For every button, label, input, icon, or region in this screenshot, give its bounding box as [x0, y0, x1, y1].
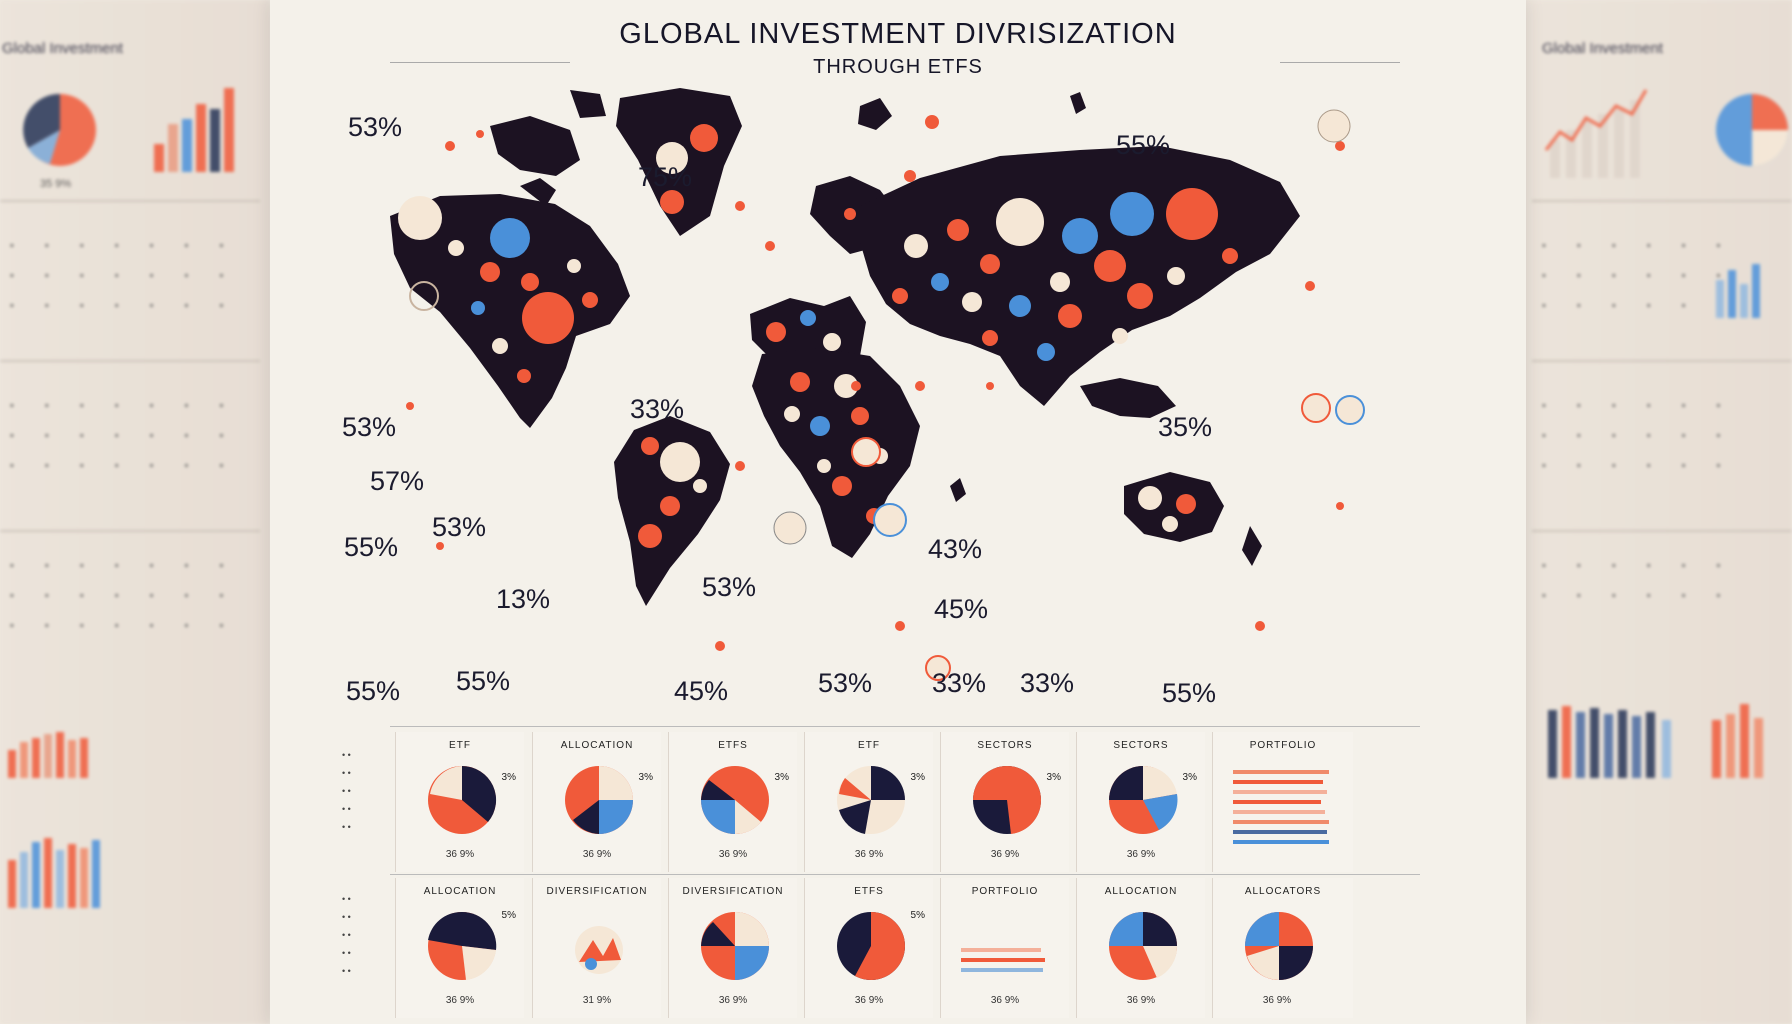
pie-chart: [1109, 912, 1178, 980]
panel-bottom-4: ETFS 5% 36 9%: [804, 878, 933, 1018]
pie-chart: [1109, 765, 1178, 834]
world-map: [390, 88, 1365, 681]
right-side-panel: Global Investment • • • • • • • • • • • …: [1522, 0, 1792, 1024]
map-pct-12: 53%: [702, 572, 757, 602]
mixed-icon-chart: [575, 926, 623, 974]
map-pct-2: 75%: [638, 162, 693, 192]
map-pct-7: 57%: [370, 466, 425, 496]
map-pct-19: 33%: [1020, 668, 1075, 698]
pie-chart: [701, 766, 769, 835]
right-side-pie: [1716, 94, 1788, 166]
panel-label: DIVERSIFICATION: [682, 886, 784, 897]
map-pct-3: 55%: [1116, 130, 1171, 160]
panel-top-1: ETF 3% 36 9%: [395, 732, 524, 872]
panel-label: ETF: [858, 740, 880, 751]
map-pct-1: 53%: [348, 112, 403, 142]
map-pct-5: 33%: [630, 394, 685, 424]
panel-bottom-5: PORTFOLIO 36 9%: [940, 878, 1069, 1018]
panel-label: ALLOCATION: [560, 740, 634, 751]
map-pct-4: 53%: [342, 412, 397, 442]
map-pct-16: 45%: [674, 676, 729, 706]
row-labels-top: • • • • • • • • • •: [342, 750, 351, 832]
map-pct-8: 53%: [432, 512, 487, 542]
pie-chart: [701, 912, 769, 980]
right-side-bars: [1716, 264, 1760, 318]
panel-label: ETFS: [718, 740, 748, 751]
panel-label: SECTORS: [1113, 740, 1169, 751]
map-pct-9: 55%: [344, 532, 399, 562]
left-side-bar-chart: [154, 88, 234, 172]
panel-top-4: ETF 3% 36 9%: [804, 732, 933, 872]
right-side-title: Global Investment: [1542, 40, 1663, 57]
pie-chart: [837, 912, 905, 980]
panel-label: PORTFOLIO: [971, 886, 1039, 897]
panel-label: DIVERSIFICATION: [546, 886, 648, 897]
panel-top-7: PORTFOLIO: [1212, 732, 1353, 872]
map-pct-10: 43%: [928, 534, 983, 564]
row-labels-bottom: • • • • • • • • • •: [342, 894, 351, 976]
pie-chart: [428, 765, 497, 834]
left-side-bars-2: [8, 732, 88, 778]
infographic-center: GLOBAL INVESTMENT DIVRISIZATION THROUGH …: [270, 0, 1526, 1024]
panel-label: SECTORS: [977, 740, 1033, 751]
right-side-bars-2: [1548, 704, 1763, 778]
map-pct-11: 13%: [496, 584, 551, 614]
map-pct-18: 33%: [932, 668, 987, 698]
panel-label: PORTFOLIO: [1249, 740, 1317, 751]
panel-label: ETF: [449, 740, 471, 751]
pie-chart: [428, 911, 497, 980]
panel-bottom-1: ALLOCATION 5% 36 9%: [395, 878, 524, 1018]
panel-bottom-6: ALLOCATION 36 9%: [1076, 878, 1205, 1018]
panel-label: ALLOCATION: [423, 886, 497, 897]
map-pct-20: 55%: [1162, 678, 1217, 708]
left-side-panel: Global Investment 35 9% • • • • • • • • …: [0, 0, 270, 1024]
map-pct-6: 35%: [1158, 412, 1213, 442]
right-side-line-chart: [1544, 89, 1648, 178]
panel-label: ETFS: [854, 886, 884, 897]
panel-label: ALLOCATORS: [1244, 886, 1322, 897]
page-title: GLOBAL INVESTMENT DIVRISIZATION: [619, 18, 1177, 50]
horizontal-bars: [1233, 770, 1333, 850]
panel-top-3: ETFS 3% 36 9%: [668, 732, 797, 872]
left-side-title: Global Investment: [2, 40, 123, 57]
page-subtitle: THROUGH ETFS: [813, 56, 983, 78]
map-pct-14: 55%: [346, 676, 401, 706]
panel-bottom-7: ALLOCATORS 36 9%: [1212, 878, 1353, 1018]
horizontal-bars: [961, 948, 1061, 978]
left-side-bars-3: [8, 838, 100, 908]
left-side-caption: 35 9%: [40, 178, 72, 190]
panel-label: ALLOCATION: [1104, 886, 1178, 897]
map-pct-13: 45%: [934, 594, 989, 624]
pie-chart: [973, 766, 1042, 834]
panel-bottom-2: DIVERSIFICATION 31 9%: [532, 878, 661, 1018]
panel-top-6: SECTORS 3% 36 9%: [1076, 732, 1205, 872]
pie-chart: [1245, 912, 1313, 980]
pie-chart: [837, 766, 905, 834]
panel-top-5: SECTORS 3% 36 9%: [940, 732, 1069, 872]
pie-chart: [565, 766, 633, 834]
left-side-pie: [23, 93, 96, 166]
map-pct-17: 53%: [818, 668, 873, 698]
panel-bottom-3: DIVERSIFICATION 36 9%: [668, 878, 797, 1018]
map-pct-15: 55%: [456, 666, 511, 696]
panel-top-2: ALLOCATION 3% 36 9%: [532, 732, 661, 872]
